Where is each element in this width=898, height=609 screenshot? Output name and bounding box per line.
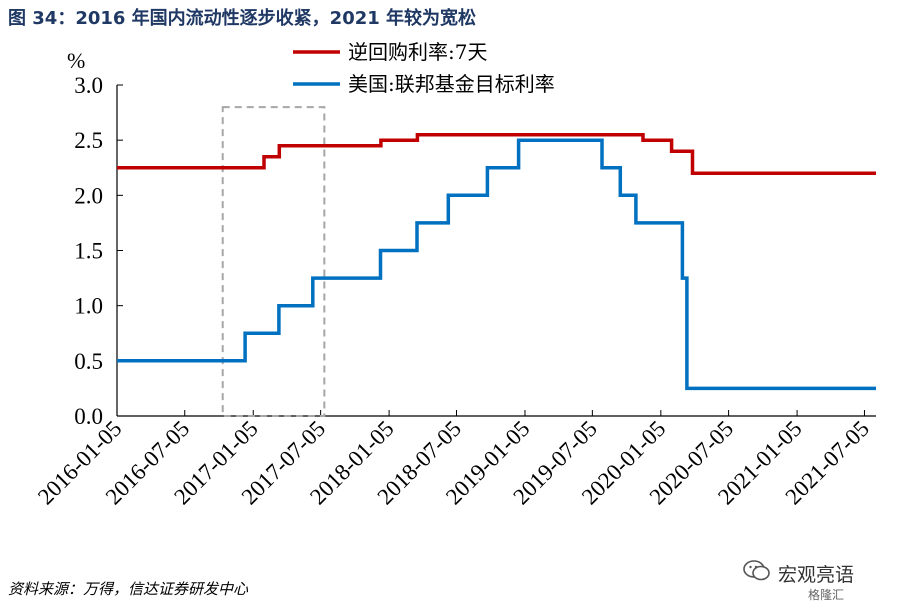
y-tick-label: 0.5	[74, 349, 103, 374]
y-tick-label: 2.0	[74, 183, 103, 208]
y-tick-label: 3.0	[74, 73, 103, 98]
y-tick-label: 0.0	[74, 404, 103, 429]
y-tick-label: 2.5	[74, 128, 103, 153]
wechat-icon	[743, 560, 770, 581]
chart-title: 图 34：2016 年国内流动性逐步收紧，2021 年较为宽松	[8, 8, 477, 29]
watermark-sub: 格隆汇	[808, 588, 845, 602]
y-tick-label: 1.0	[74, 294, 103, 319]
y-axis-label: %	[67, 48, 85, 73]
legend-label-2: 美国:联邦基金目标利率	[348, 72, 555, 96]
watermark-name: 宏观亮语	[778, 564, 855, 586]
source-note: 资料来源：万得，信达证券研发中心	[8, 580, 249, 598]
y-tick-label: 1.5	[74, 239, 103, 264]
legend-label-1: 逆回购利率:7天	[348, 40, 487, 64]
highlight-box-rect	[221, 106, 326, 417]
series-line-2	[117, 138, 876, 391]
axes: 0.00.51.01.52.02.53.0%2016-01-052016-07-…	[33, 48, 876, 509]
highlight-box	[221, 106, 326, 417]
series-line-1	[117, 132, 876, 176]
series-group	[117, 132, 876, 391]
